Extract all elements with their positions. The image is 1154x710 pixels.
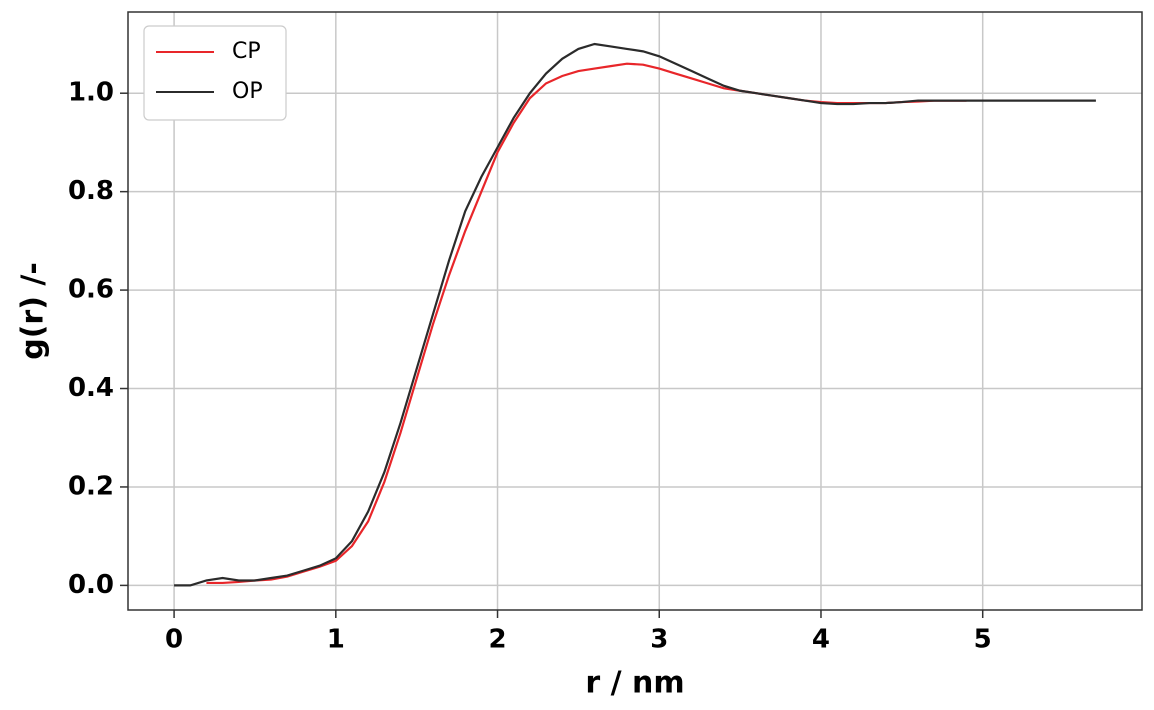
x-tick-label: 3 <box>650 625 668 655</box>
y-tick-label: 0.8 <box>68 176 114 206</box>
y-tick-label: 0.0 <box>68 570 114 600</box>
x-axis-label: r / nm <box>585 666 684 701</box>
x-tick-label: 2 <box>488 625 506 655</box>
legend-label: CP <box>232 39 261 64</box>
line-series <box>206 62 967 585</box>
y-tick-label: 1.0 <box>68 78 114 108</box>
x-tick-label: 4 <box>812 625 830 655</box>
legend-label: OP <box>232 79 263 104</box>
x-tick-label: 1 <box>327 625 345 655</box>
y-tick-label: 0.2 <box>68 471 114 501</box>
legend-box <box>143 25 287 121</box>
plot-frame <box>127 11 1143 611</box>
x-tick-label: 0 <box>165 625 183 655</box>
y-axis-label: g(r) /- <box>16 262 51 360</box>
line-series <box>174 42 1096 587</box>
x-tick-label: 5 <box>974 625 992 655</box>
y-tick-label: 0.6 <box>68 275 114 305</box>
y-tick-label: 0.4 <box>68 373 114 403</box>
